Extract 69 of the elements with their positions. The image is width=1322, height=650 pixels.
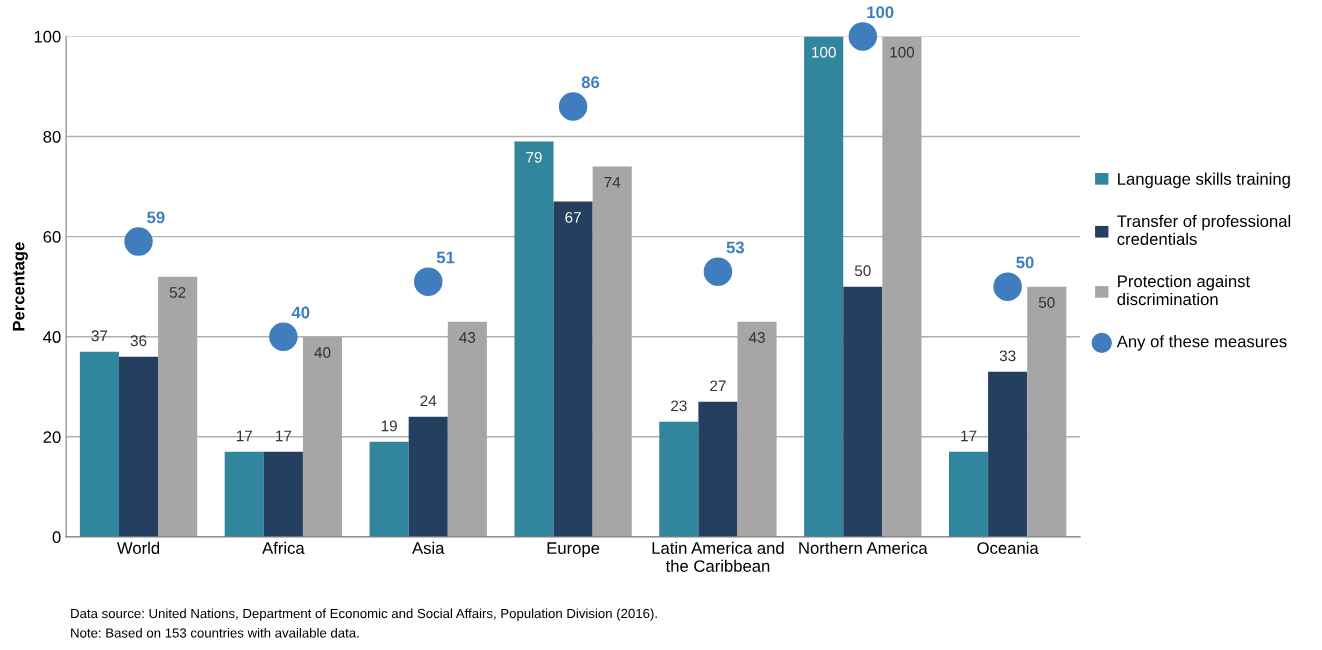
x-tick-label: Northern America (799, 541, 928, 554)
bar (263, 451, 303, 537)
legend-label: Transfer of professional credentials (1117, 214, 1291, 245)
y-tick-label: 40 (43, 331, 61, 343)
data-label: 17 (276, 430, 292, 442)
data-label: 40 (291, 306, 310, 319)
point (414, 267, 443, 296)
point (848, 22, 878, 51)
point (124, 227, 153, 256)
bar (224, 451, 264, 537)
legend-label: Protection against discrimination (1117, 274, 1251, 306)
x-tick-label: Latin America and the Caribbean (652, 541, 784, 572)
data-label: 24 (420, 395, 437, 407)
data-label: 50 (1038, 297, 1055, 308)
data-label: 23 (671, 400, 687, 412)
data-label: 52 (169, 287, 186, 298)
x-tick-label: World (116, 541, 160, 554)
data-label: 86 (581, 76, 600, 89)
bar (553, 201, 593, 537)
x-tick-label: Oceania (977, 541, 1039, 554)
data-label: 43 (459, 332, 476, 343)
x-tick-label: Europe (547, 542, 600, 558)
y-tick-label: 60 (43, 231, 61, 243)
bar (948, 451, 989, 537)
data-label: 100 (890, 46, 915, 58)
point (558, 92, 588, 121)
bar (408, 416, 448, 537)
text: Note: Based on 153 countries with available data. (71, 627, 359, 638)
data-label: 79 (526, 151, 542, 163)
data-label: 100 (812, 46, 836, 58)
data-label: 33 (999, 350, 1016, 362)
data-label: 36 (130, 335, 147, 347)
data-label: 17 (236, 430, 252, 442)
data-label: 17 (961, 430, 977, 442)
point (993, 272, 1022, 301)
bar (698, 401, 738, 537)
bar (118, 356, 159, 537)
y-axis-title: Percentage (12, 242, 28, 331)
legend-label: Any of these measures (1116, 335, 1287, 351)
legend-label: Language skills training (1118, 172, 1290, 189)
bar (988, 371, 1028, 537)
source-note: Data source: United Nations, Department of Economic and Social Affairs, Population Division (2016). (71, 608, 657, 621)
bar (369, 441, 409, 537)
bar (514, 141, 554, 537)
data-label: 27 (710, 380, 726, 392)
bar (804, 36, 844, 537)
point (269, 322, 298, 351)
data-label: 43 (748, 332, 765, 343)
y-tick-label: 100 (34, 30, 61, 43)
y-tick-label: 0 (52, 531, 61, 544)
data-label: 74 (604, 177, 621, 188)
data-label: 51 (436, 251, 455, 264)
data-label: 53 (726, 241, 744, 254)
data-label: 50 (854, 265, 871, 277)
data-label: 19 (381, 420, 397, 432)
point (703, 257, 733, 286)
data-label: 59 (147, 211, 165, 224)
x-tick-label: Africa (262, 541, 305, 554)
data-label: 100 (867, 6, 894, 19)
bar (79, 351, 119, 537)
bar (659, 421, 699, 537)
data-label: 50 (1016, 256, 1034, 269)
data-label: 40 (314, 347, 331, 358)
data-label: 67 (565, 211, 581, 223)
bar (843, 286, 883, 537)
x-tick-label: Asia (412, 541, 445, 554)
data-label: 37 (91, 330, 108, 342)
y-tick-label: 20 (43, 431, 61, 443)
y-tick-label: 80 (43, 130, 61, 143)
